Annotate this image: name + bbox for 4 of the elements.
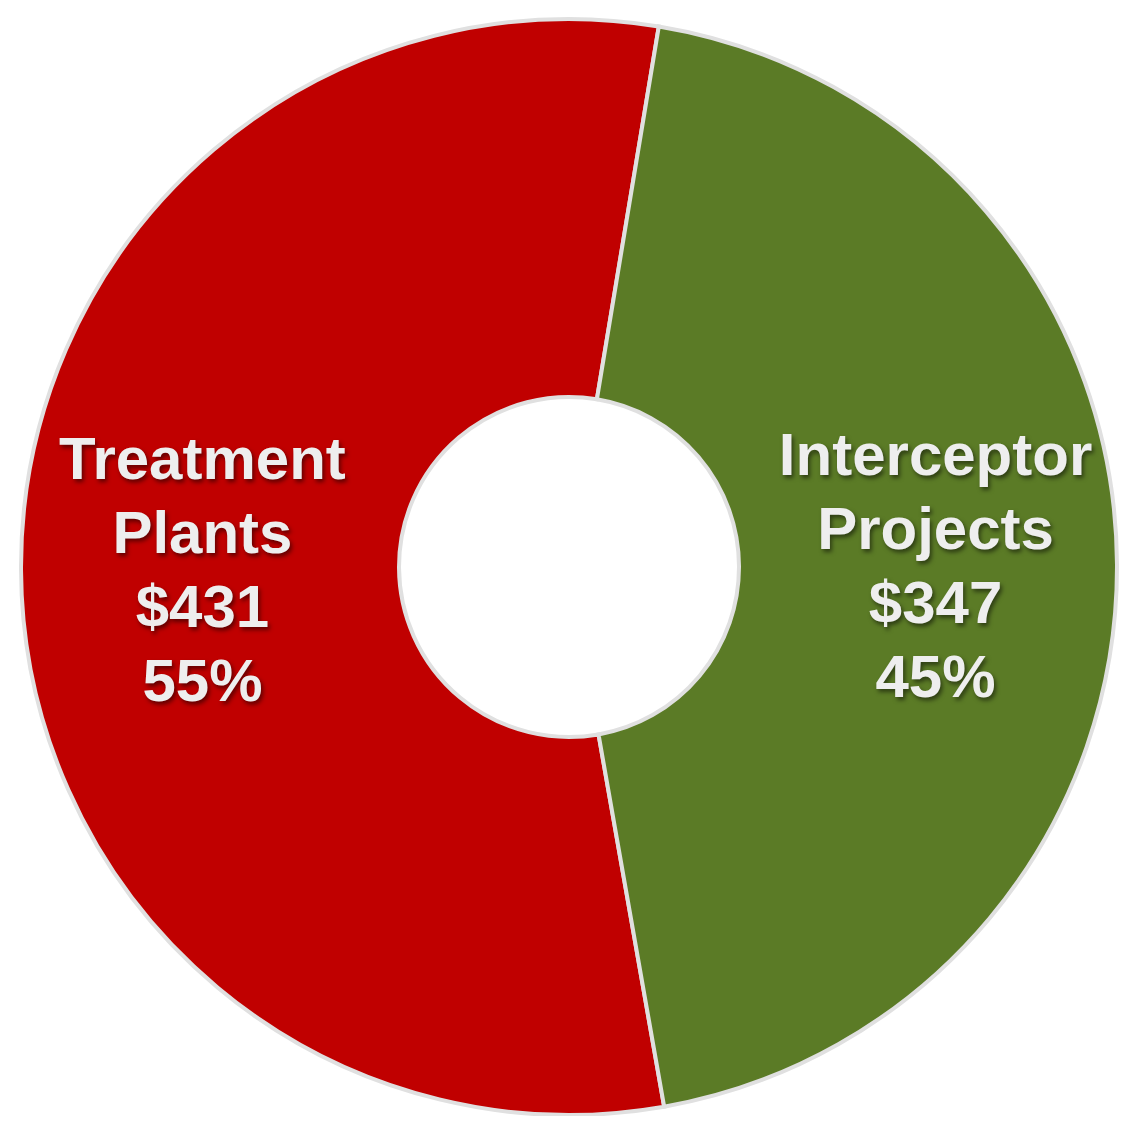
slice-label: Interceptor Projects <box>778 420 1093 562</box>
slice-label: Treatment Plants <box>59 424 346 566</box>
data-label: $431 55% <box>135 572 270 714</box>
data-label: $347 45% <box>868 568 1003 710</box>
